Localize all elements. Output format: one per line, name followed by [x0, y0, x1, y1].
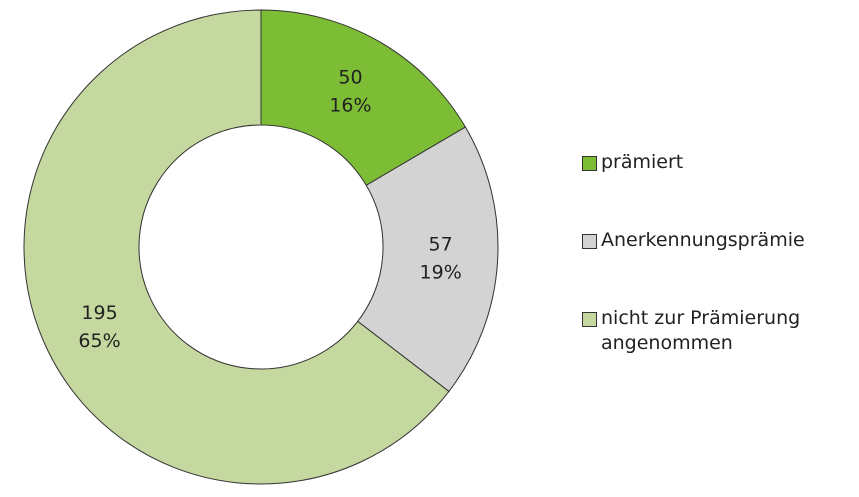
slice [23, 9, 450, 485]
legend-label: prämiert [601, 151, 684, 173]
legend-item: nicht zur Prämierung angenommen [582, 306, 859, 356]
value-label: 50 [338, 66, 362, 88]
legend-swatch [582, 312, 597, 327]
donut-area: 50 16% 57 19% 195 65% [23, 9, 499, 485]
legend-item: prämiert [582, 150, 859, 175]
legend-swatch [582, 156, 597, 171]
percent-label: 16% [329, 94, 371, 116]
value-label: 195 [81, 302, 117, 324]
slice [260, 9, 467, 186]
legend-label: nicht zur Prämierung angenommen [601, 307, 801, 354]
legend-item: Anerkennungsprämie [582, 228, 859, 253]
legend-swatch [582, 234, 597, 249]
value-label: 57 [429, 234, 453, 256]
slice [357, 126, 499, 393]
percent-label: 65% [78, 330, 120, 352]
legend-label: Anerkennungsprämie [601, 229, 805, 251]
percent-label: 19% [420, 262, 462, 284]
